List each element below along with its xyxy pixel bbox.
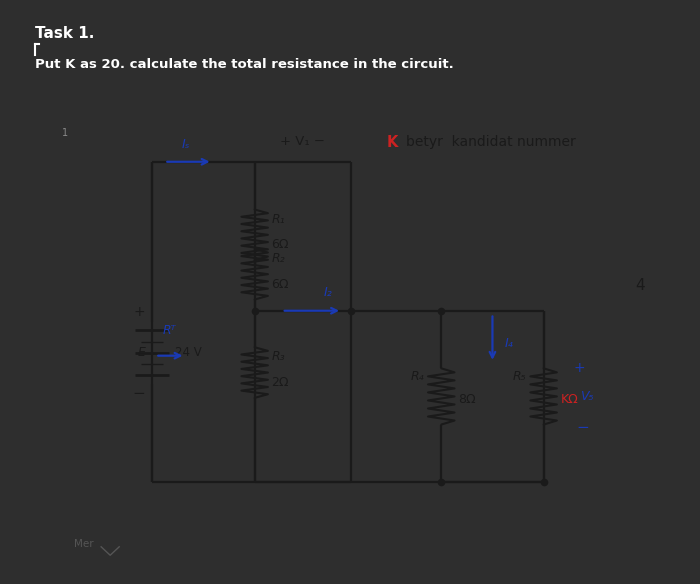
Text: I₄: I₄ <box>505 336 513 350</box>
Text: 4: 4 <box>635 278 645 293</box>
Text: E: E <box>137 346 145 359</box>
Text: +: + <box>133 305 145 319</box>
Text: R₁: R₁ <box>272 213 285 225</box>
Text: Rᵀ: Rᵀ <box>162 324 176 337</box>
Text: 2Ω: 2Ω <box>272 376 289 389</box>
Text: 6Ω: 6Ω <box>272 238 289 252</box>
Text: R₅: R₅ <box>513 370 527 383</box>
Text: 8Ω: 8Ω <box>458 393 476 406</box>
Text: Mer: Mer <box>74 539 94 549</box>
Text: Put K as 20. calculate the total resistance in the circuit.: Put K as 20. calculate the total resista… <box>35 58 454 71</box>
Text: + V₁ −: + V₁ − <box>280 135 326 148</box>
Text: betyr  kandidat nummer: betyr kandidat nummer <box>407 135 576 149</box>
Text: −: − <box>133 386 146 401</box>
Text: 24 V: 24 V <box>175 346 202 359</box>
Text: Task 1.: Task 1. <box>35 26 94 41</box>
Text: R₃: R₃ <box>272 350 285 363</box>
Text: R₂: R₂ <box>272 252 285 265</box>
Text: KΩ: KΩ <box>561 393 578 406</box>
Text: +: + <box>574 361 586 376</box>
Text: V₅: V₅ <box>580 390 593 403</box>
Text: 1: 1 <box>62 128 68 138</box>
Text: I₂: I₂ <box>324 287 332 300</box>
Text: Iₛ: Iₛ <box>181 137 190 151</box>
Text: 6Ω: 6Ω <box>272 278 289 291</box>
Text: R₄: R₄ <box>411 370 424 383</box>
Text: −: − <box>576 420 589 435</box>
Text: K: K <box>387 134 398 150</box>
